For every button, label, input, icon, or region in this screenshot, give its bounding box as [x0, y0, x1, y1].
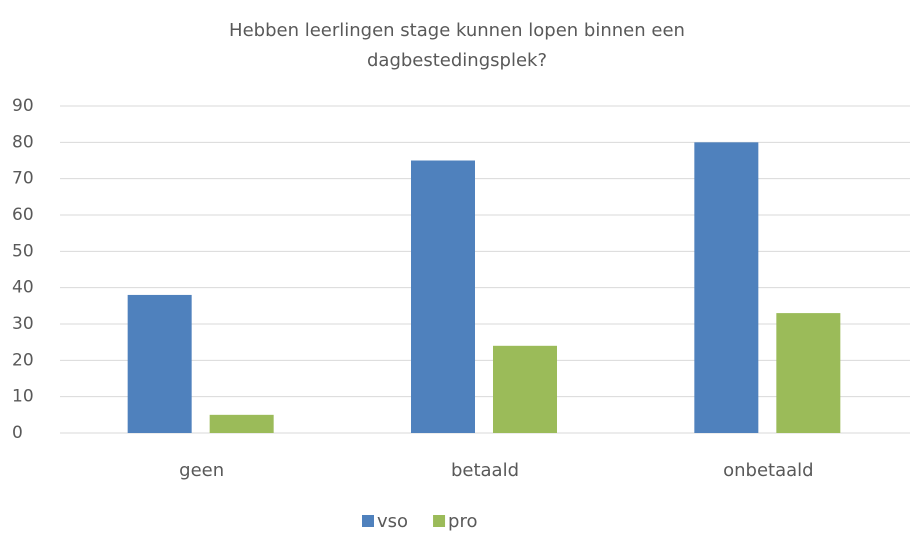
y-tick-label: 70 [12, 169, 34, 189]
bar [694, 142, 759, 434]
bar [411, 160, 475, 433]
bar [209, 414, 274, 433]
bar [493, 345, 557, 433]
y-tick-label: 10 [12, 387, 34, 407]
legend-label: vso [377, 511, 408, 532]
legend-swatch [362, 515, 374, 527]
x-tick-label: onbetaald [723, 460, 813, 481]
y-tick-label: 20 [12, 350, 34, 370]
y-tick-label: 30 [12, 314, 34, 334]
y-tick-label: 50 [12, 241, 34, 261]
y-tick-label: 40 [12, 278, 34, 298]
x-tick-label: betaald [451, 460, 519, 481]
y-tick-label: 0 [12, 423, 23, 443]
y-tick-label: 60 [12, 205, 34, 225]
legend-label: pro [448, 511, 477, 532]
y-tick-label: 90 [12, 96, 34, 116]
legend-swatch [433, 515, 446, 527]
chart-title: Hebben leerlingen stage kunnen lopen bin… [229, 20, 685, 71]
y-tick-label: 80 [12, 132, 34, 152]
bar [776, 313, 841, 433]
x-tick-label: geen [179, 460, 224, 481]
bar [127, 294, 192, 433]
